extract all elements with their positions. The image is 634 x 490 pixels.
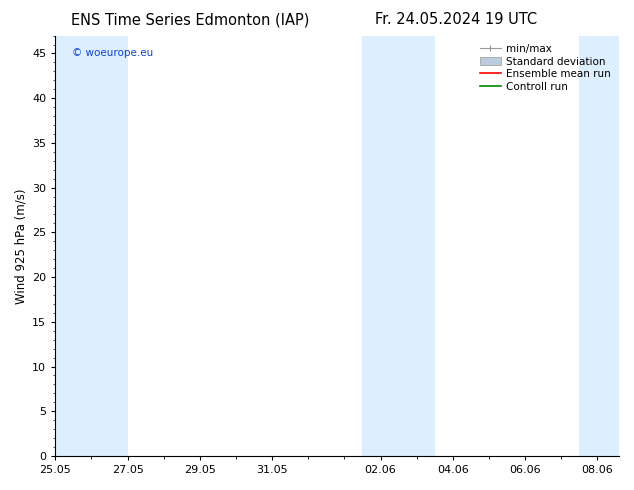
Text: ENS Time Series Edmonton (IAP): ENS Time Series Edmonton (IAP): [71, 12, 309, 27]
Bar: [55, 36, 91, 456]
Text: Fr. 24.05.2024 19 UTC: Fr. 24.05.2024 19 UTC: [375, 12, 538, 27]
Bar: [91, 36, 127, 456]
Legend: min/max, Standard deviation, Ensemble mean run, Controll run: min/max, Standard deviation, Ensemble me…: [477, 41, 614, 95]
Y-axis label: Wind 925 hPa (m/s): Wind 925 hPa (m/s): [15, 188, 28, 303]
Bar: [363, 36, 435, 456]
Text: © woeurope.eu: © woeurope.eu: [72, 48, 153, 58]
Bar: [579, 36, 619, 456]
